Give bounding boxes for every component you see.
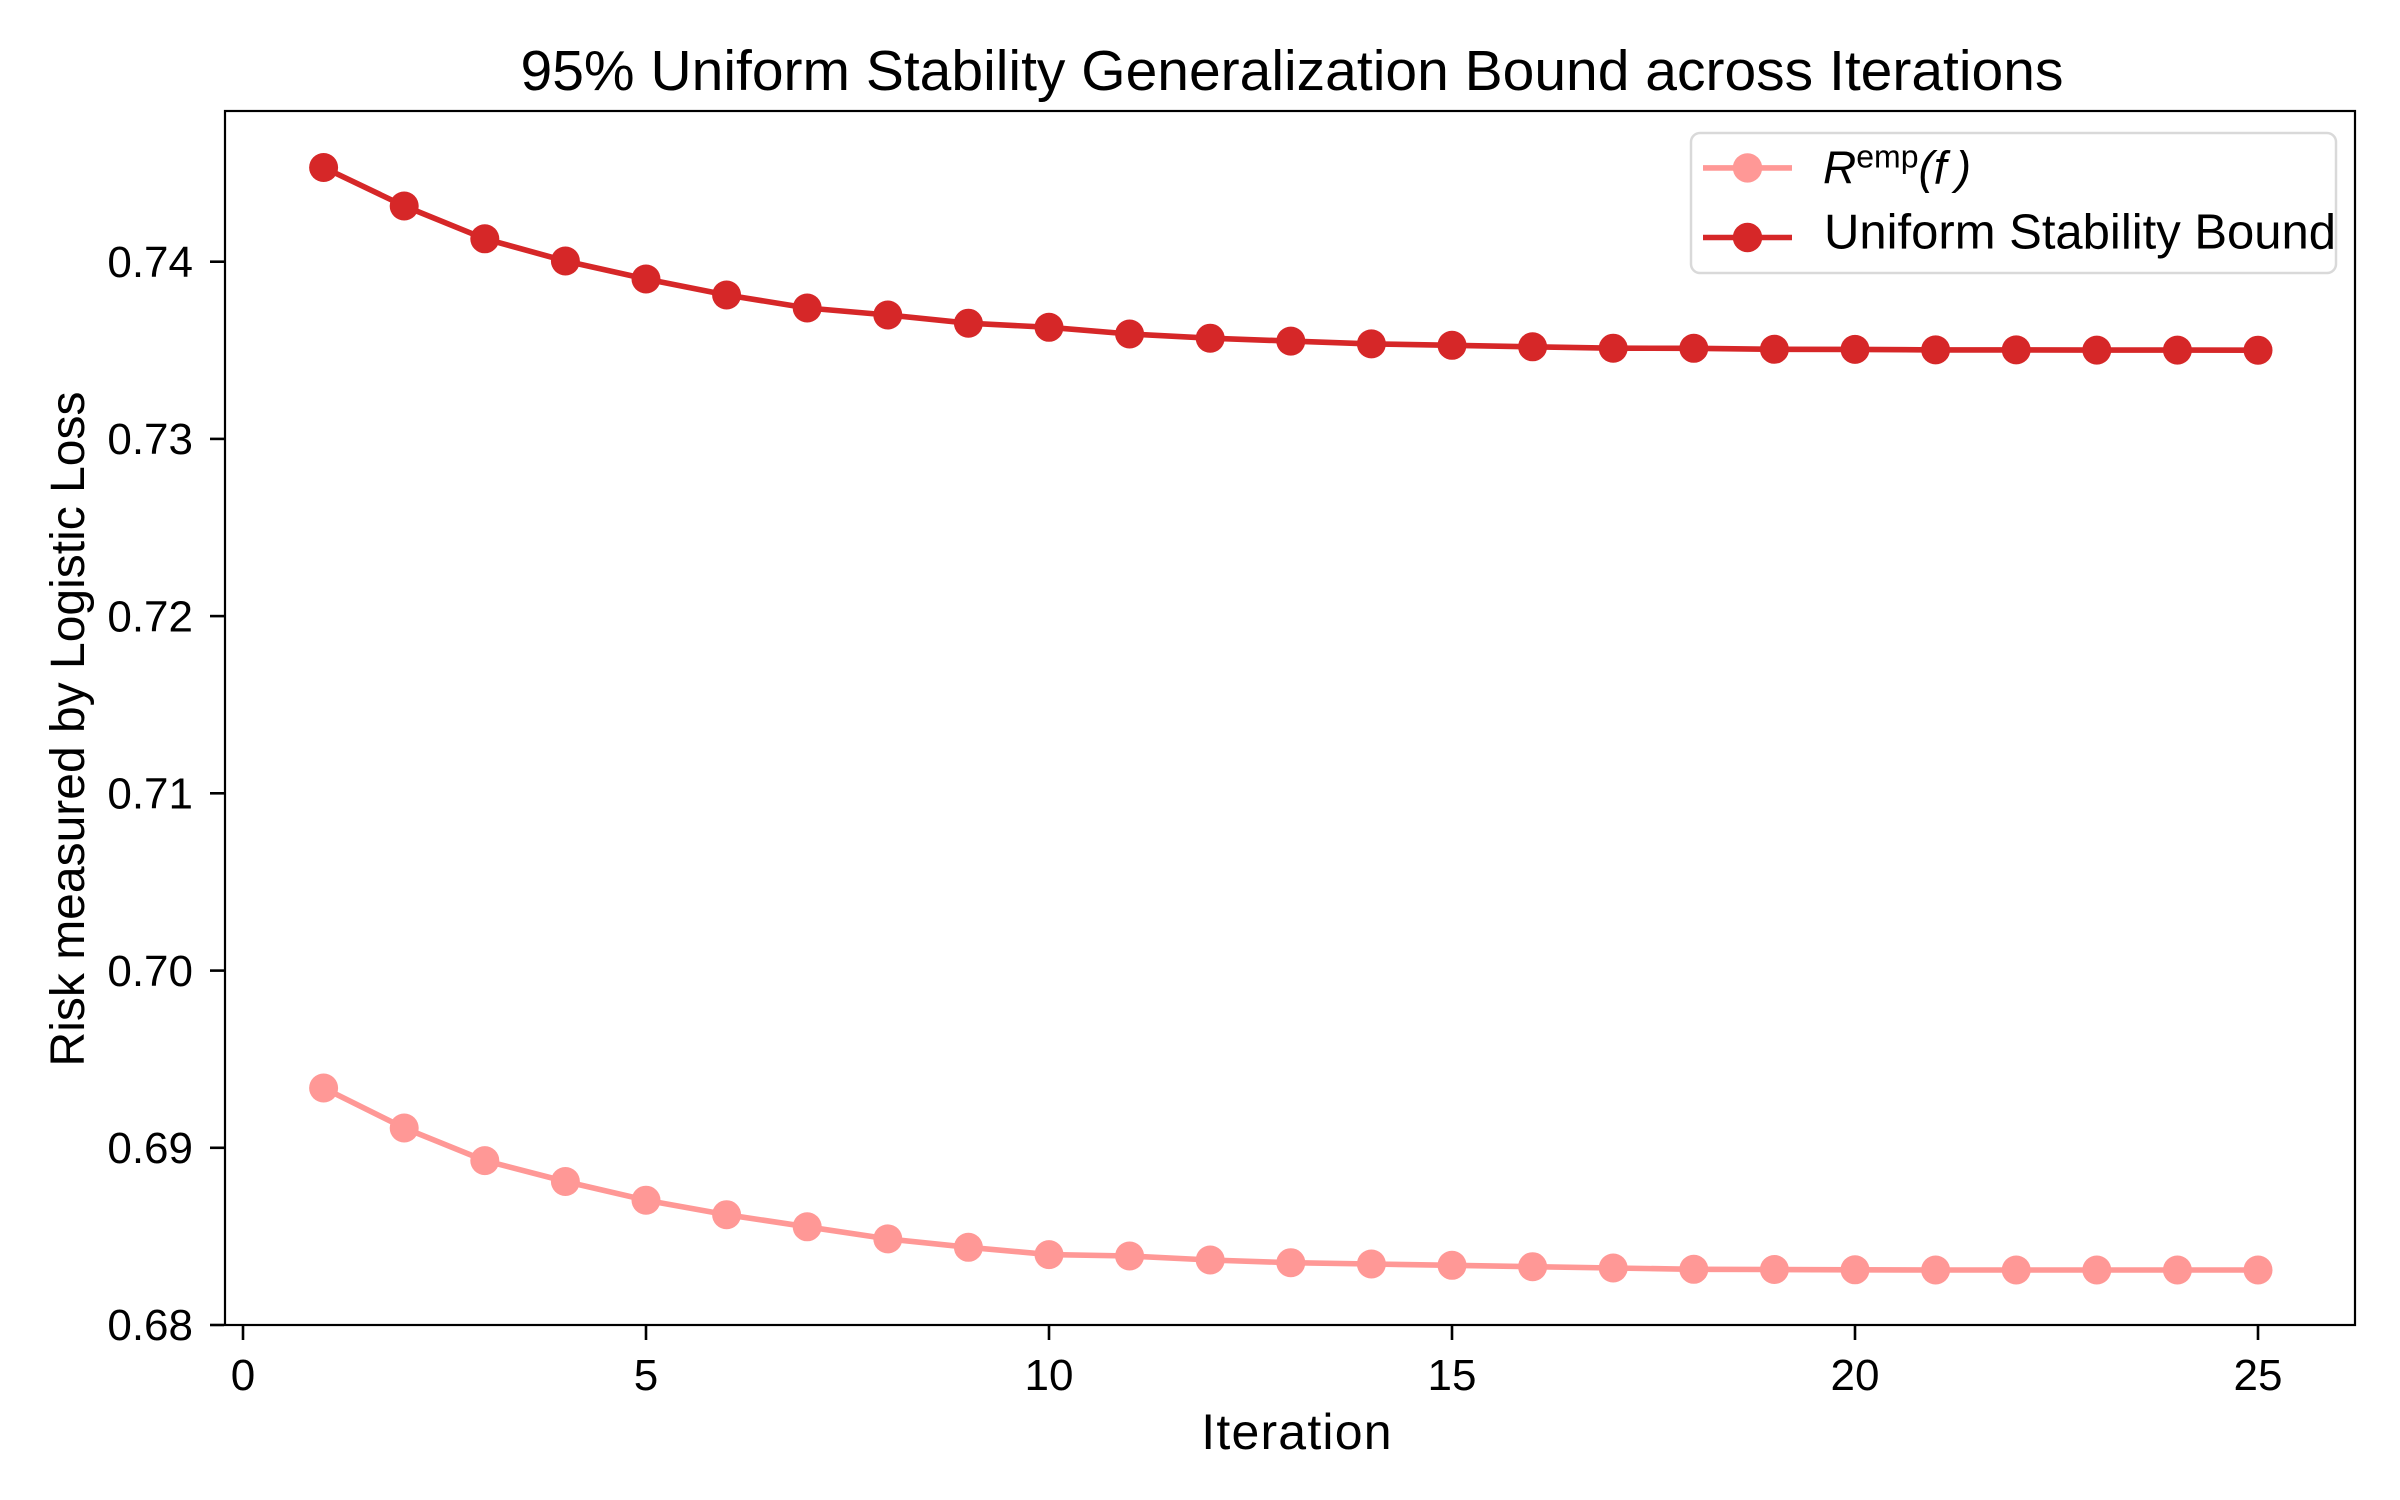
svg-text:25: 25 [2234,1351,2283,1400]
svg-text:5: 5 [634,1351,658,1400]
svg-text:0: 0 [231,1351,255,1400]
svg-text:15: 15 [1428,1351,1477,1400]
svg-text:0.69: 0.69 [107,1124,193,1173]
svg-text:Iteration: Iteration [1201,1404,1392,1460]
svg-text:95% Uniform Stability Generali: 95% Uniform Stability Generalization Bou… [521,39,2064,103]
svg-text:Remp(f ): Remp(f ) [1823,138,1971,193]
svg-text:0.72: 0.72 [107,592,193,641]
svg-text:0.71: 0.71 [107,770,193,819]
svg-text:0.70: 0.70 [107,947,193,996]
svg-text:20: 20 [1831,1351,1880,1400]
svg-text:Uniform Stability Bound: Uniform Stability Bound [1824,206,2336,260]
svg-text:10: 10 [1025,1351,1074,1400]
svg-text:0.73: 0.73 [107,415,193,464]
svg-text:0.74: 0.74 [107,238,193,287]
svg-text:Risk measured by Logistic Loss: Risk measured by Logistic Loss [42,392,95,1067]
svg-text:0.68: 0.68 [107,1301,193,1350]
